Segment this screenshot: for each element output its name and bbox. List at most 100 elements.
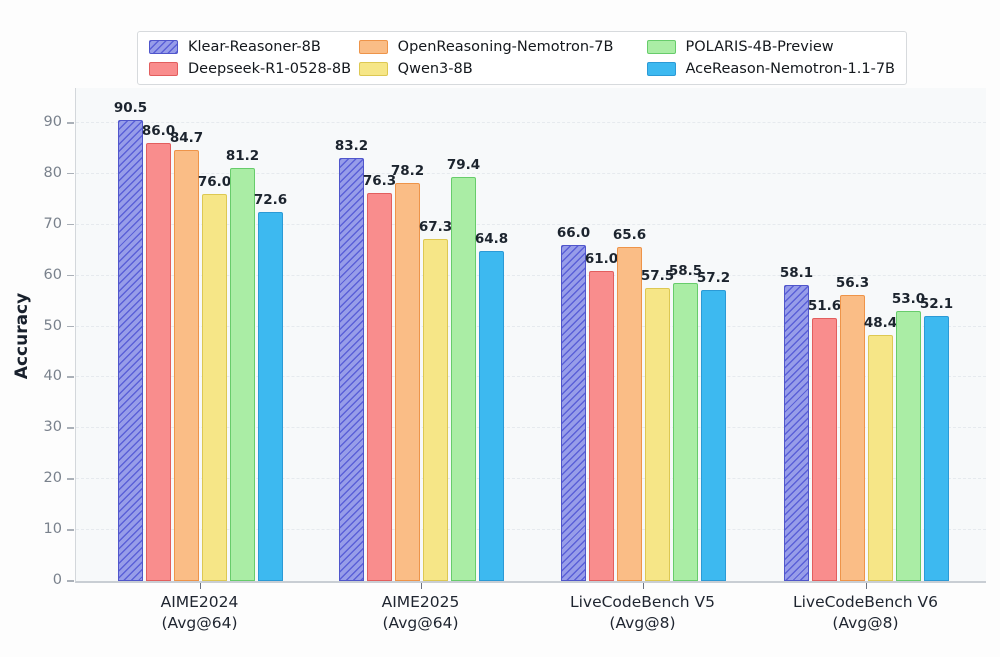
legend-item-acereason-nemotron-1-1-7b: AceReason-Nemotron-1.1-7B	[646, 61, 896, 77]
x-tick-mark	[199, 583, 201, 589]
bar-acereason-nemotron-1-1-7b-aime2025	[479, 251, 504, 581]
bar-openreasoning-nemotron-7b-aime2024	[174, 149, 199, 581]
y-tick-mark	[67, 274, 74, 277]
legend-swatch-deepseek-r1-0528-8b	[149, 62, 178, 76]
bar-klear-reasoner-8b-livecodebench-v5	[561, 245, 586, 581]
category-label: AIME2024	[160, 593, 239, 611]
bar-deepseek-r1-0528-8b-livecodebench-v6	[812, 318, 837, 581]
bar-value-label: 56.3	[835, 274, 870, 291]
bar-value-label: 76.0	[197, 174, 232, 191]
y-tick-label-10: 10	[43, 521, 62, 538]
legend-column: Klear-Reasoner-8B Deepseek-R1-0528-8B	[149, 39, 359, 77]
bar-acereason-nemotron-1-1-7b-livecodebench-v5	[701, 289, 726, 581]
bar-value-label: 79.4	[446, 156, 481, 173]
plot-area: 90.5 86.0 84.7 76.0 81.2 72.6 83.2 76.3 78.2 67.3…	[75, 88, 986, 583]
legend-item-klear-reasoner-8b: Klear-Reasoner-8B	[149, 39, 359, 55]
bar-value-label: 61.0	[584, 250, 619, 267]
y-tick-label-90: 90	[43, 114, 62, 130]
bar-acereason-nemotron-1-1-7b-aime2024	[258, 211, 283, 581]
legend-swatch-polaris-4b-preview	[646, 40, 676, 54]
y-tick-label-30: 30	[43, 419, 62, 436]
gridline-y-80	[76, 172, 986, 174]
bar-value-label: 64.8	[474, 231, 509, 248]
category-sublabel: (Avg@64)	[161, 613, 238, 632]
y-tick-mark	[67, 223, 74, 226]
bar-polaris-4b-preview-aime2024	[230, 167, 255, 581]
legend-item-openreasoning-nemotron-7b: OpenReasoning-Nemotron-7B	[358, 39, 647, 55]
category-label: LiveCodeBench V6	[792, 593, 939, 611]
bar-qwen3-8b-livecodebench-v6	[868, 334, 893, 581]
gridline-y-70	[76, 223, 986, 225]
bar-group-livecodebench-v5: 66.0 61.0 65.6 57.5 58.5 57.2	[557, 88, 730, 581]
legend-item-qwen3-8b: Qwen3-8B	[358, 61, 647, 77]
y-tick-label-40: 40	[43, 368, 62, 385]
bar-value-label: 90.5	[113, 100, 148, 117]
category-sublabel: (Avg@64)	[382, 613, 459, 632]
bar-value-label: 81.2	[225, 147, 260, 164]
y-tick-mark	[67, 325, 74, 328]
bar-deepseek-r1-0528-8b-aime2025	[367, 192, 392, 581]
x-tick-label-aime2024: AIME2024 (Avg@64)	[90, 592, 310, 634]
category-label: AIME2025	[381, 593, 460, 611]
bar-value-label: 83.2	[334, 137, 369, 154]
y-tick-label-20: 20	[43, 470, 62, 487]
bar-value-label: 53.0	[891, 291, 926, 308]
bar-value-label: 48.4	[863, 314, 898, 331]
bar-group-aime2025: 83.2 76.3 78.2 67.3 79.4 64.8	[335, 88, 508, 581]
legend-item-deepseek-r1-0528-8b: Deepseek-R1-0528-8B	[149, 61, 359, 77]
bar-polaris-4b-preview-livecodebench-v6	[896, 311, 921, 581]
legend-swatch-openreasoning-nemotron-7b	[358, 40, 388, 54]
bar-value-label: 76.3	[362, 172, 397, 189]
bar-acereason-nemotron-1-1-7b-livecodebench-v6	[924, 315, 949, 581]
gridline-y-60	[76, 274, 986, 276]
legend-swatch-qwen3-8b	[358, 62, 388, 76]
category-label: LiveCodeBench V5	[569, 593, 716, 611]
bar-value-label: 65.6	[612, 227, 647, 244]
x-tick-mark	[420, 583, 422, 589]
category-sublabel: (Avg@8)	[609, 613, 676, 632]
bar-value-label: 51.6	[807, 298, 842, 315]
legend-swatch-acereason-nemotron-1-1-7b	[646, 62, 676, 76]
bar-value-label: 58.1	[779, 265, 814, 282]
legend-item-polaris-4b-preview: POLARIS-4B-Preview	[646, 39, 896, 55]
bar-value-label: 78.2	[390, 163, 425, 180]
legend-label: OpenReasoning-Nemotron-7B	[397, 39, 614, 55]
bar-value-label: 52.1	[919, 295, 954, 312]
y-tick-label-60: 60	[43, 266, 62, 283]
bar-group-aime2024: 90.5 86.0 84.7 76.0 81.2 72.6	[114, 88, 287, 581]
x-tick-label-livecodebench-v6: LiveCodeBench V6 (Avg@8)	[756, 592, 976, 634]
legend-column: OpenReasoning-Nemotron-7B Qwen3-8B	[358, 39, 647, 77]
legend-label: AceReason-Nemotron-1.1-7B	[685, 61, 896, 77]
legend-swatch-klear-reasoner-8b	[149, 40, 178, 54]
bar-klear-reasoner-8b-livecodebench-v6	[784, 285, 809, 581]
y-tick-label-70: 70	[43, 215, 62, 232]
bar-polaris-4b-preview-livecodebench-v5	[673, 283, 698, 581]
gridline-y-90	[76, 122, 986, 123]
bar-qwen3-8b-livecodebench-v5	[645, 288, 670, 581]
bar-value-label: 58.5	[668, 263, 703, 280]
x-tick-label-livecodebench-v5: LiveCodeBench V5 (Avg@8)	[533, 592, 753, 634]
legend-label: Klear-Reasoner-8B	[188, 39, 321, 55]
y-tick-label-0: 0	[52, 572, 62, 588]
x-tick-label-aime2025: AIME2025 (Avg@64)	[311, 592, 531, 634]
bar-value-label: 84.7	[169, 129, 204, 146]
y-tick-mark	[67, 376, 74, 378]
y-tick-label-50: 50	[43, 317, 62, 334]
y-tick-mark	[67, 427, 74, 429]
legend-label: Qwen3-8B	[397, 61, 473, 77]
bar-deepseek-r1-0528-8b-livecodebench-v5	[589, 270, 614, 581]
gridline-y-30	[76, 427, 986, 429]
legend-label: POLARIS-4B-Preview	[685, 39, 834, 55]
gridline-y-40	[76, 376, 986, 378]
bar-value-label: 67.3	[418, 218, 453, 235]
bar-value-label: 66.0	[556, 225, 591, 242]
bar-value-label: 57.2	[696, 269, 731, 286]
bar-deepseek-r1-0528-8b-aime2024	[146, 143, 171, 581]
y-tick-label-80: 80	[43, 164, 62, 181]
legend-label: Deepseek-R1-0528-8B	[188, 61, 352, 77]
bar-value-label: 57.5	[640, 268, 675, 285]
gridline-y-20	[76, 478, 986, 480]
x-tick-mark	[865, 583, 867, 589]
legend-column: POLARIS-4B-Preview AceReason-Nemotron-1.1…	[646, 39, 896, 77]
